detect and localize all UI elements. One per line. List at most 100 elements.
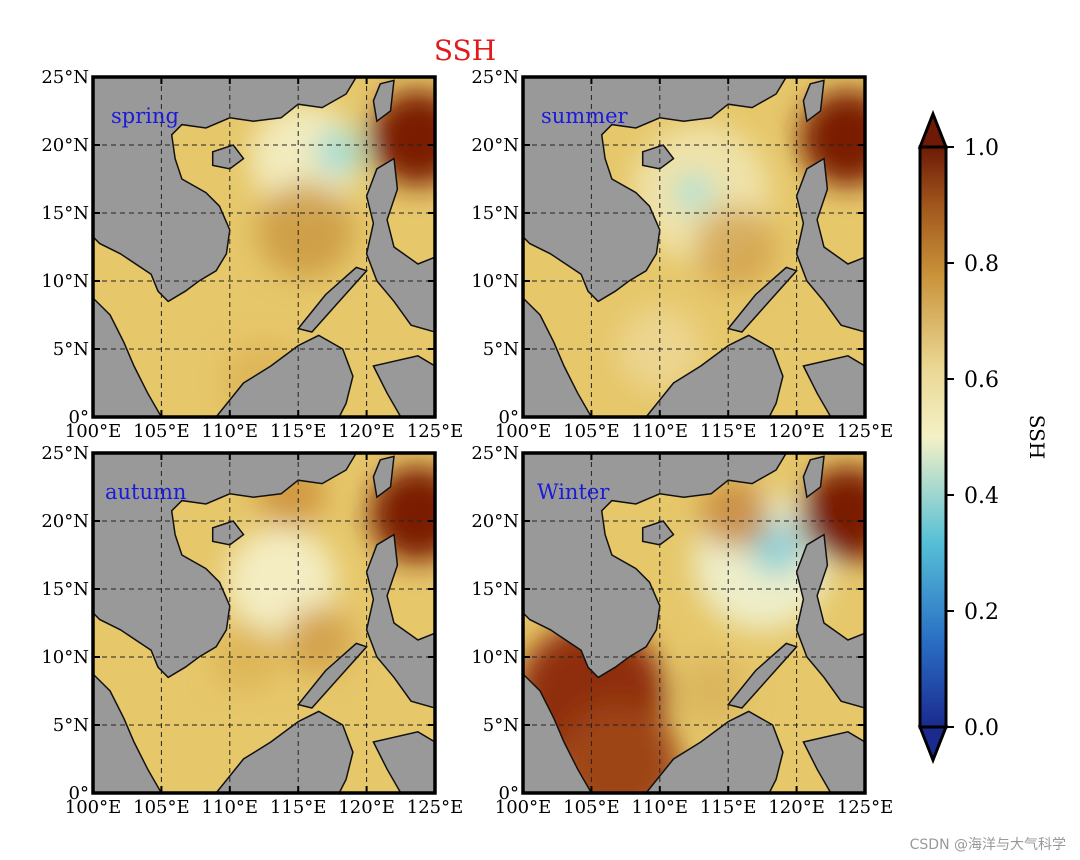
land-mass bbox=[372, 731, 435, 793]
colorbar-fill bbox=[918, 145, 948, 729]
x-tick-label: 115°E bbox=[270, 421, 327, 442]
x-tick-label: 120°E bbox=[768, 797, 825, 818]
y-tick-label: 0° bbox=[499, 407, 519, 428]
x-tick-label: 120°E bbox=[338, 797, 395, 818]
x-tick-label: 115°E bbox=[270, 797, 327, 818]
y-tick-label: 15°N bbox=[471, 203, 519, 224]
x-tick-label: 115°E bbox=[700, 797, 757, 818]
colorbar-extend-bottom bbox=[917, 725, 949, 765]
y-tick-label: 15°N bbox=[41, 579, 89, 600]
x-tick-label: 105°E bbox=[563, 421, 620, 442]
ssh-anomaly bbox=[700, 480, 770, 549]
land-mass bbox=[372, 79, 395, 123]
season-label: Winter bbox=[537, 480, 610, 504]
land-mass bbox=[93, 453, 358, 679]
watermark: CSDN @海洋与大气科学 bbox=[909, 837, 1066, 853]
colorbar-tick-label: 0.0 bbox=[964, 716, 999, 741]
land-mass bbox=[215, 710, 354, 793]
colorbar-tick-label: 0.4 bbox=[964, 484, 999, 509]
land-mass bbox=[372, 455, 395, 499]
y-tick-label: 25°N bbox=[471, 67, 519, 88]
y-tick-label: 25°N bbox=[471, 443, 519, 464]
colorbar-tick-label: 0.2 bbox=[964, 600, 999, 625]
land-mass bbox=[795, 157, 865, 333]
land-mass bbox=[802, 455, 825, 499]
y-tick-label: 20°N bbox=[41, 135, 89, 156]
x-tick-label: 110°E bbox=[632, 797, 689, 818]
x-tick-label: 125°E bbox=[407, 421, 464, 442]
land-mass bbox=[802, 79, 825, 123]
ssh-anomaly bbox=[673, 172, 715, 214]
map-panel-3: 100°E 105°E 110°E 115°E 120°E 125°E 0° 5°N 10°N 1… bbox=[41, 443, 464, 818]
y-tick-label: 10°N bbox=[41, 647, 89, 668]
land-mass bbox=[802, 355, 865, 417]
colorbar-extend-top bbox=[917, 109, 949, 149]
x-tick-label: 125°E bbox=[837, 421, 894, 442]
colorbar-tick-label: 0.8 bbox=[964, 252, 999, 277]
season-label: summer bbox=[541, 104, 629, 128]
x-tick-label: 110°E bbox=[202, 421, 259, 442]
x-tick-label: 125°E bbox=[407, 797, 464, 818]
season-label: spring bbox=[111, 104, 179, 128]
x-tick-label: 105°E bbox=[133, 797, 190, 818]
panel-frame bbox=[91, 451, 437, 795]
x-tick-label: 125°E bbox=[837, 797, 894, 818]
land-mass bbox=[211, 144, 245, 170]
land-mass bbox=[365, 533, 435, 709]
land-mass bbox=[93, 296, 163, 417]
land-mass bbox=[93, 77, 358, 303]
map-panel-4: 100°E 105°E 110°E 115°E 120°E 125°E 0° 5°N 10°N 1… bbox=[471, 443, 894, 818]
x-tick-label: 120°E bbox=[768, 421, 825, 442]
land-mass bbox=[795, 533, 865, 709]
x-tick-label: 105°E bbox=[563, 797, 620, 818]
ssh-anomaly bbox=[694, 205, 777, 289]
land-mass bbox=[645, 334, 784, 417]
land-mass bbox=[523, 453, 788, 679]
panel-frame bbox=[91, 75, 437, 419]
land-mass bbox=[523, 296, 593, 417]
land-mass bbox=[365, 157, 435, 333]
land-mass bbox=[372, 355, 435, 417]
land-mass bbox=[211, 520, 245, 546]
ssh-anomaly bbox=[315, 127, 364, 176]
land-mass bbox=[215, 334, 354, 417]
land-mass bbox=[93, 672, 163, 793]
y-tick-label: 0° bbox=[69, 407, 89, 428]
land-mass bbox=[523, 77, 788, 303]
colorbar-label: SSH bbox=[1025, 415, 1049, 460]
land-mass bbox=[641, 520, 675, 546]
x-tick-label: 110°E bbox=[202, 797, 259, 818]
x-tick-label: 100°E bbox=[65, 797, 122, 818]
x-tick-label: 110°E bbox=[632, 421, 689, 442]
colorbar-tick-label: 1.0 bbox=[964, 136, 999, 161]
y-tick-label: 25°N bbox=[41, 443, 89, 464]
y-tick-label: 0° bbox=[69, 783, 89, 804]
y-tick-label: 20°N bbox=[471, 135, 519, 156]
land-mass bbox=[645, 710, 784, 793]
x-tick-label: 100°E bbox=[495, 421, 552, 442]
y-tick-label: 20°N bbox=[471, 511, 519, 532]
map-panel-1: 100°E 105°E 110°E 115°E 120°E 125°E 0° 5°N 10°N 1… bbox=[41, 67, 464, 442]
y-tick-label: 10°N bbox=[471, 271, 519, 292]
y-tick-label: 25°N bbox=[41, 67, 89, 88]
y-tick-label: 10°N bbox=[41, 271, 89, 292]
y-tick-label: 20°N bbox=[41, 511, 89, 532]
land-mass bbox=[802, 731, 865, 793]
y-tick-label: 10°N bbox=[471, 647, 519, 668]
ssh-anomaly bbox=[557, 704, 681, 793]
y-tick-label: 5°N bbox=[483, 715, 519, 736]
colorbar-tick-label: 0.6 bbox=[964, 368, 999, 393]
ssh-anomaly bbox=[257, 182, 353, 278]
figure-title: SSH bbox=[434, 34, 496, 67]
map-panel-2: 100°E 105°E 110°E 115°E 120°E 125°E 0° 5°N 10°N 1… bbox=[471, 67, 894, 442]
y-tick-label: 5°N bbox=[483, 339, 519, 360]
land-mass bbox=[641, 144, 675, 170]
y-tick-label: 15°N bbox=[41, 203, 89, 224]
x-tick-label: 100°E bbox=[65, 421, 122, 442]
y-tick-label: 5°N bbox=[53, 715, 89, 736]
panel-frame bbox=[521, 451, 867, 795]
ssh-anomaly bbox=[676, 656, 746, 726]
season-label: autumn bbox=[105, 480, 186, 504]
land-mass bbox=[523, 672, 593, 793]
